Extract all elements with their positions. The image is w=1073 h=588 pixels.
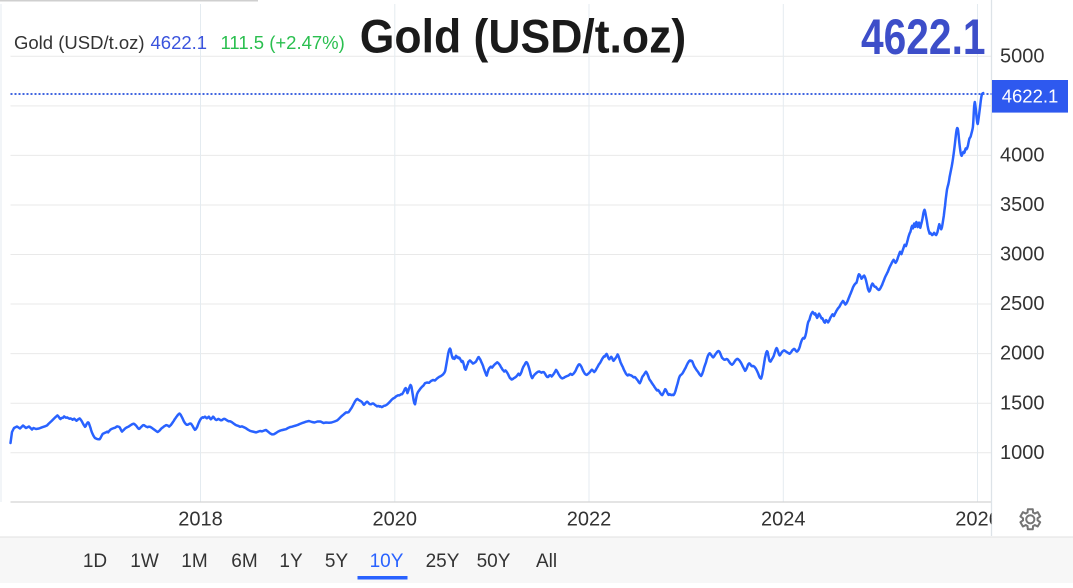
svg-text:3500: 3500 [1000, 194, 1045, 216]
svg-text:2022: 2022 [567, 509, 612, 531]
svg-text:4622.1: 4622.1 [151, 32, 208, 53]
svg-text:4622.1: 4622.1 [1002, 86, 1059, 107]
svg-text:2026: 2026 [955, 509, 1000, 531]
svg-text:2500: 2500 [1000, 293, 1045, 315]
svg-text:1W: 1W [130, 551, 159, 572]
svg-text:4622.1: 4622.1 [861, 9, 985, 65]
svg-text:2024: 2024 [761, 509, 806, 531]
svg-text:1M: 1M [181, 551, 207, 572]
svg-text:6M: 6M [231, 551, 257, 572]
svg-text:2018: 2018 [178, 509, 223, 531]
svg-text:Gold (USD/t.oz): Gold (USD/t.oz) [360, 10, 686, 62]
svg-text:5Y: 5Y [325, 551, 349, 572]
svg-text:1D: 1D [83, 551, 107, 572]
svg-text:50Y: 50Y [477, 551, 511, 572]
svg-text:All: All [536, 551, 557, 572]
svg-text:1000: 1000 [1000, 442, 1045, 464]
svg-text:5000: 5000 [1000, 45, 1045, 67]
svg-text:Gold (USD/t.oz): Gold (USD/t.oz) [14, 32, 145, 53]
svg-text:2000: 2000 [1000, 343, 1045, 365]
svg-text:111.5 (+2.47%): 111.5 (+2.47%) [221, 32, 345, 53]
svg-text:4000: 4000 [1000, 145, 1045, 167]
svg-text:25Y: 25Y [426, 551, 460, 572]
svg-text:3000: 3000 [1000, 244, 1045, 266]
svg-text:10Y: 10Y [370, 551, 404, 572]
svg-text:2020: 2020 [373, 509, 418, 531]
svg-text:1Y: 1Y [279, 551, 303, 572]
svg-text:1500: 1500 [1000, 392, 1045, 414]
